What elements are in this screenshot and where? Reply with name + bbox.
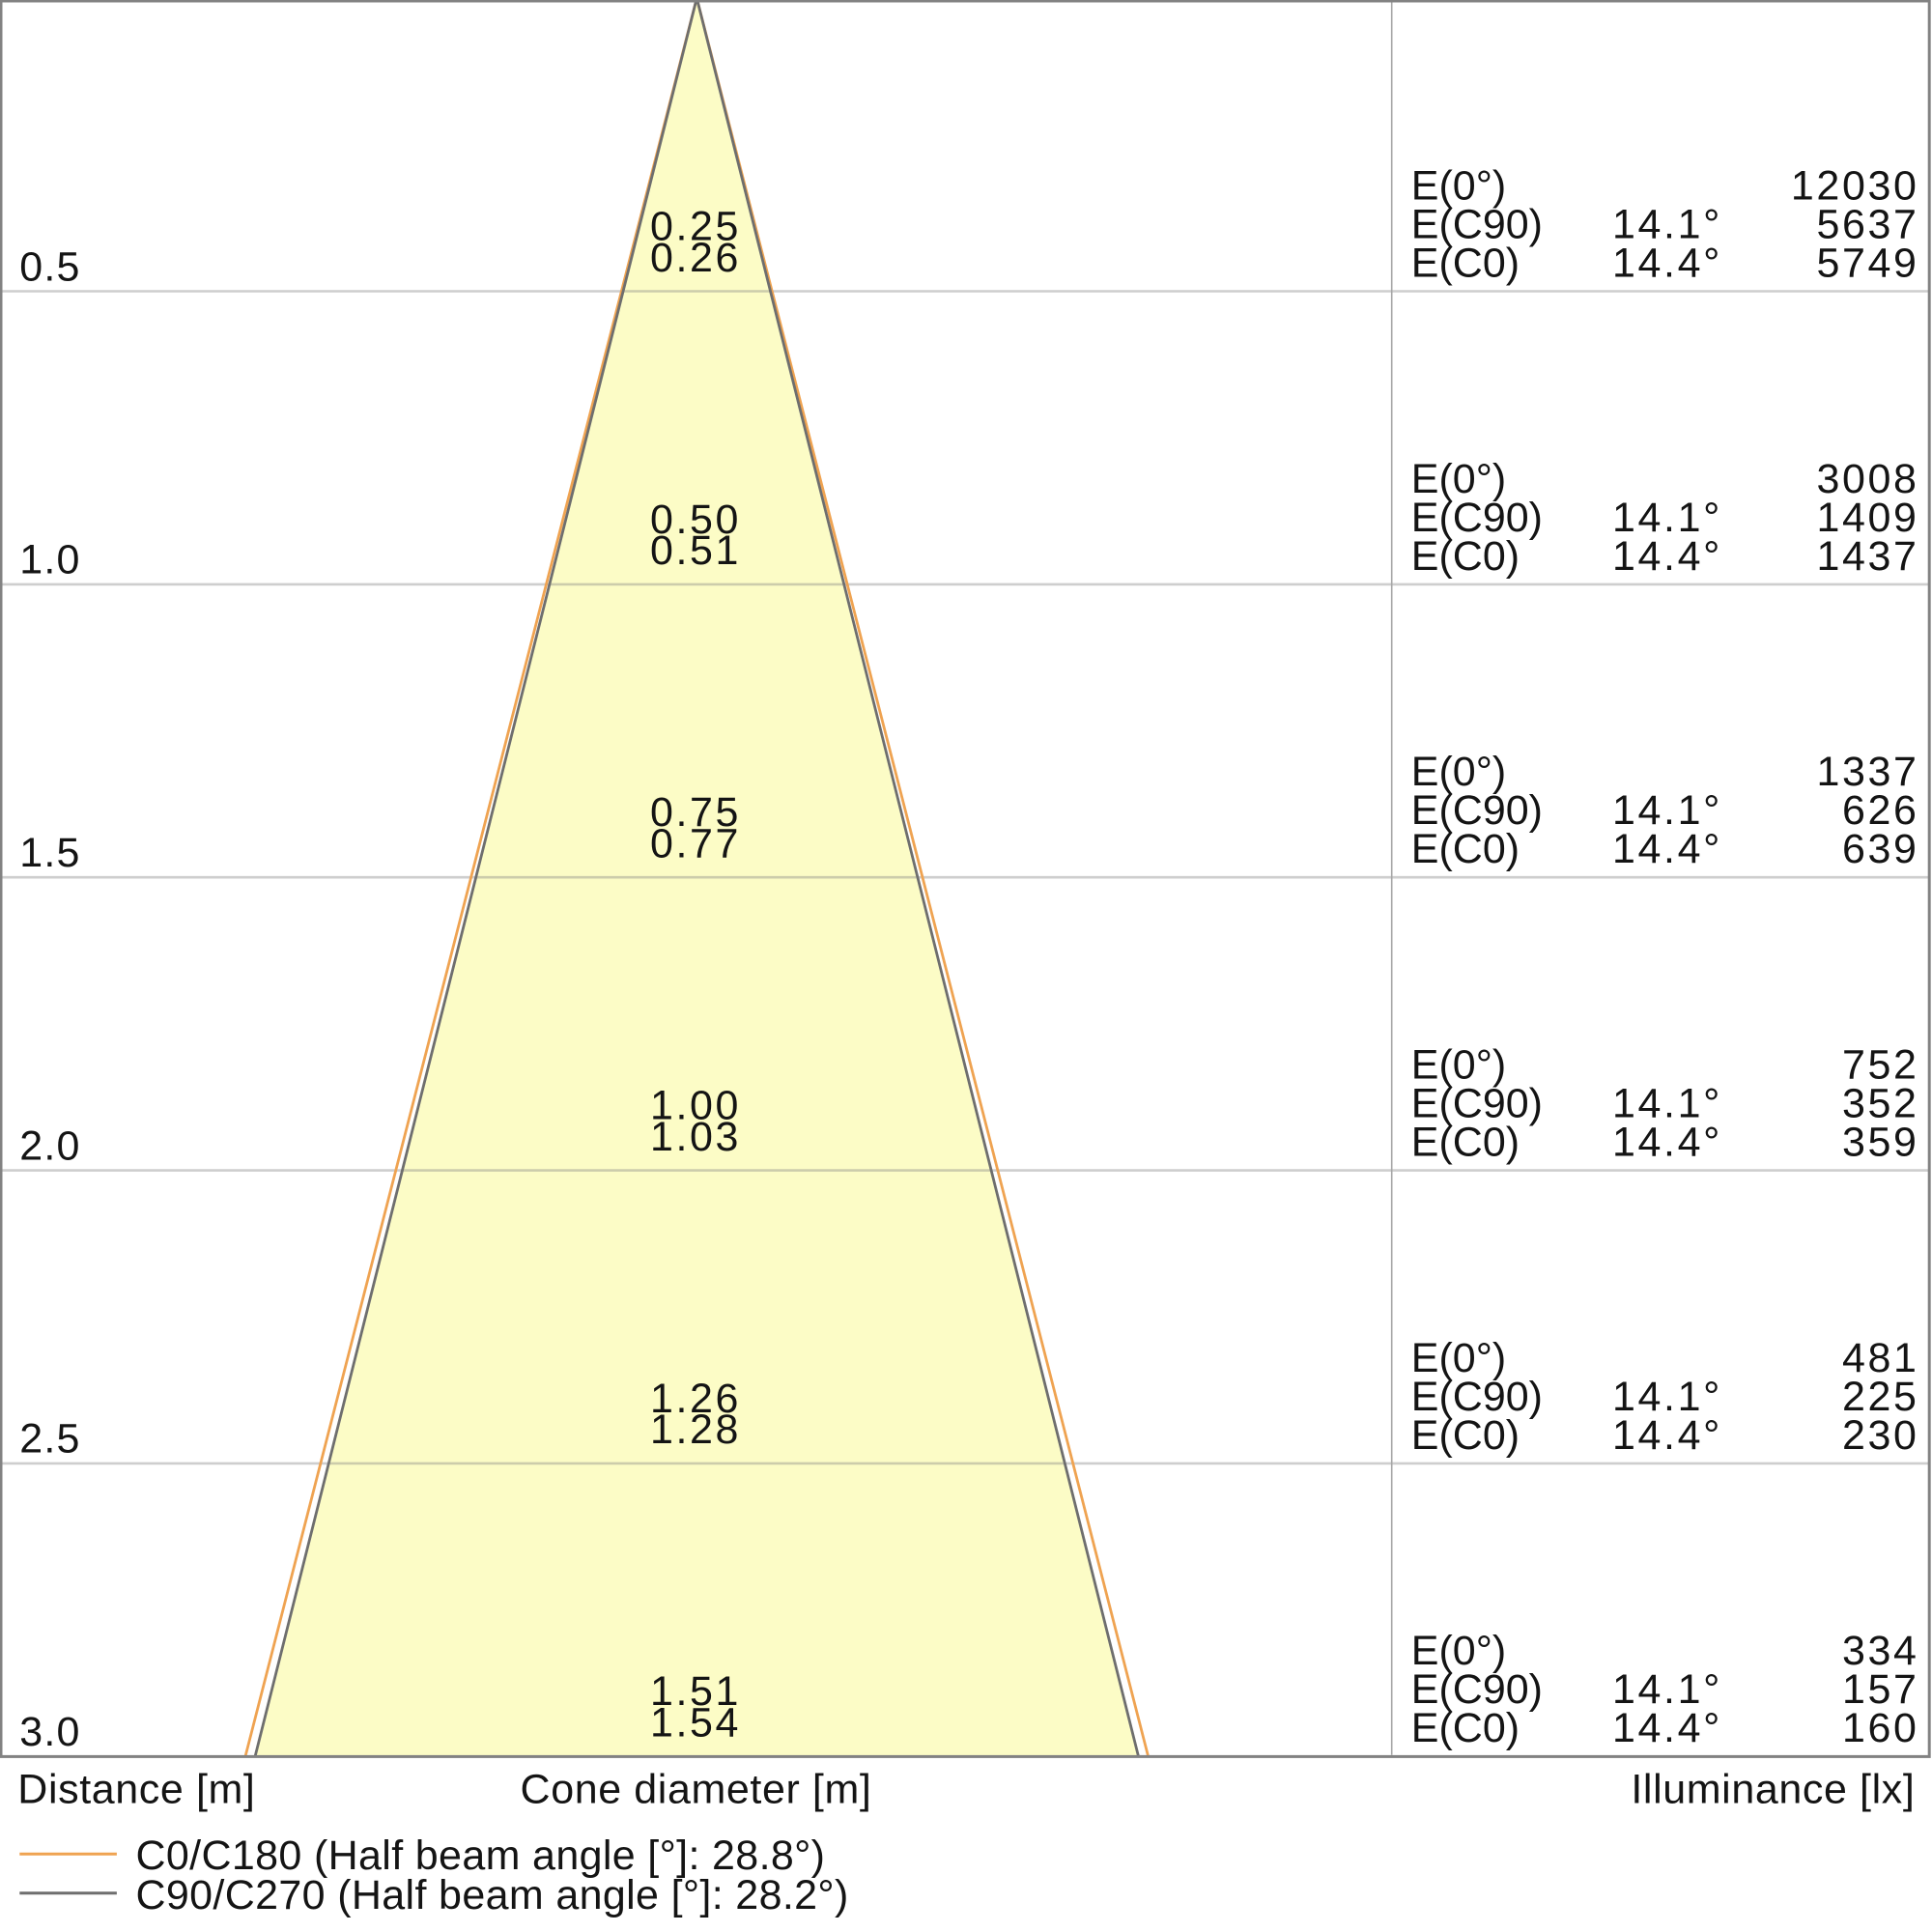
svg-text:3008: 3008 (1816, 456, 1918, 502)
svg-text:E(0°): E(0°) (1411, 163, 1506, 210)
svg-text:E(C0): E(C0) (1411, 826, 1520, 872)
svg-text:14.1°: 14.1° (1612, 202, 1722, 248)
svg-text:14.4°: 14.4° (1612, 241, 1722, 287)
svg-text:1.54: 1.54 (650, 1700, 741, 1747)
svg-text:E(C90): E(C90) (1411, 1374, 1543, 1420)
svg-text:1409: 1409 (1816, 495, 1918, 541)
svg-text:225: 225 (1842, 1374, 1919, 1420)
svg-text:1.28: 1.28 (650, 1406, 741, 1453)
svg-text:E(C90): E(C90) (1411, 495, 1543, 541)
svg-text:160: 160 (1842, 1705, 1919, 1751)
svg-text:14.1°: 14.1° (1612, 1081, 1722, 1127)
svg-text:352: 352 (1842, 1081, 1919, 1127)
svg-text:14.4°: 14.4° (1612, 1120, 1722, 1166)
svg-text:14.4°: 14.4° (1612, 533, 1722, 580)
svg-text:14.4°: 14.4° (1612, 1412, 1722, 1459)
svg-text:E(C0): E(C0) (1411, 241, 1520, 287)
svg-text:12030: 12030 (1791, 163, 1919, 210)
svg-text:1.26: 1.26 (650, 1376, 741, 1422)
svg-text:481: 481 (1842, 1335, 1919, 1381)
svg-text:E(C90): E(C90) (1411, 202, 1543, 248)
svg-text:14.1°: 14.1° (1612, 1666, 1722, 1713)
svg-text:1.03: 1.03 (650, 1114, 741, 1160)
svg-text:14.1°: 14.1° (1612, 1374, 1722, 1420)
svg-text:14.4°: 14.4° (1612, 826, 1722, 872)
svg-text:Distance [m]: Distance [m] (17, 1767, 255, 1813)
svg-text:2.5: 2.5 (19, 1416, 80, 1463)
svg-text:230: 230 (1842, 1412, 1919, 1459)
svg-text:0.75: 0.75 (650, 789, 741, 836)
svg-text:E(C0): E(C0) (1411, 533, 1520, 580)
svg-text:E(C90): E(C90) (1411, 787, 1543, 834)
svg-text:639: 639 (1842, 826, 1919, 872)
svg-text:14.4°: 14.4° (1612, 1705, 1722, 1751)
svg-text:C90/C270 (Half beam angle [°]:: C90/C270 (Half beam angle [°]: 28.2°) (136, 1872, 849, 1918)
svg-text:0.5: 0.5 (19, 243, 80, 290)
svg-text:0.77: 0.77 (650, 821, 741, 867)
svg-text:2.0: 2.0 (19, 1122, 80, 1169)
svg-text:E(C0): E(C0) (1411, 1705, 1520, 1751)
svg-text:3.0: 3.0 (19, 1709, 80, 1755)
svg-text:5749: 5749 (1816, 241, 1918, 287)
svg-text:14.1°: 14.1° (1612, 495, 1722, 541)
svg-text:E(C90): E(C90) (1411, 1666, 1543, 1713)
svg-text:1.51: 1.51 (650, 1668, 741, 1715)
svg-text:1.0: 1.0 (19, 537, 80, 583)
svg-text:E(0°): E(0°) (1411, 749, 1506, 795)
svg-text:14.1°: 14.1° (1612, 787, 1722, 834)
svg-text:752: 752 (1842, 1042, 1919, 1089)
svg-text:0.26: 0.26 (650, 235, 741, 281)
svg-text:E(C0): E(C0) (1411, 1120, 1520, 1166)
svg-text:E(0°): E(0°) (1411, 1335, 1506, 1381)
svg-text:0.50: 0.50 (650, 497, 741, 543)
svg-text:359: 359 (1842, 1120, 1919, 1166)
svg-text:1337: 1337 (1816, 749, 1918, 795)
svg-text:E(0°): E(0°) (1411, 1628, 1506, 1674)
svg-text:E(C90): E(C90) (1411, 1081, 1543, 1127)
svg-text:626: 626 (1842, 787, 1919, 834)
svg-text:1.00: 1.00 (650, 1083, 741, 1129)
svg-text:E(C0): E(C0) (1411, 1412, 1520, 1459)
svg-text:157: 157 (1842, 1666, 1919, 1713)
svg-text:E(0°): E(0°) (1411, 456, 1506, 502)
svg-text:C0/C180 (Half beam angle [°]:: C0/C180 (Half beam angle [°]: 28.8°) (136, 1833, 826, 1879)
svg-text:Illuminance [lx]: Illuminance [lx] (1631, 1767, 1915, 1813)
svg-text:1437: 1437 (1816, 533, 1918, 580)
svg-text:Cone diameter [m]: Cone diameter [m] (521, 1767, 872, 1813)
svg-text:E(0°): E(0°) (1411, 1042, 1506, 1089)
svg-text:0.51: 0.51 (650, 527, 741, 574)
svg-text:1.5: 1.5 (19, 830, 80, 876)
svg-text:5637: 5637 (1816, 202, 1918, 248)
svg-text:0.25: 0.25 (650, 204, 741, 250)
svg-text:334: 334 (1842, 1628, 1919, 1674)
